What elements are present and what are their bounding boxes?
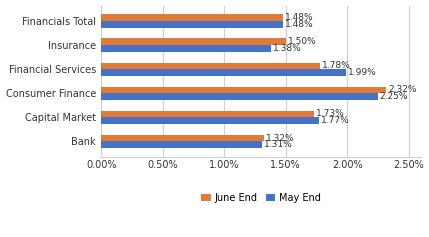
Text: 1.38%: 1.38% <box>273 44 302 53</box>
Bar <box>102 93 378 100</box>
Text: 2.25%: 2.25% <box>380 92 408 101</box>
Text: 1.31%: 1.31% <box>264 140 293 149</box>
Bar <box>102 21 283 28</box>
Text: 1.50%: 1.50% <box>287 37 316 46</box>
Bar <box>102 69 346 76</box>
Bar <box>102 14 283 21</box>
Text: 1.78%: 1.78% <box>322 61 351 70</box>
Text: 1.77%: 1.77% <box>321 116 350 125</box>
Bar <box>102 111 314 117</box>
Bar <box>102 45 271 52</box>
Text: 1.48%: 1.48% <box>285 13 314 22</box>
Legend: June End, May End: June End, May End <box>197 189 325 207</box>
Bar <box>102 135 264 141</box>
Bar <box>102 87 387 93</box>
Text: 1.73%: 1.73% <box>316 109 344 118</box>
Bar <box>102 141 263 148</box>
Bar <box>102 38 286 45</box>
Text: 1.99%: 1.99% <box>348 68 377 77</box>
Bar <box>102 63 320 69</box>
Text: 1.48%: 1.48% <box>285 20 314 29</box>
Text: 2.32%: 2.32% <box>388 85 417 94</box>
Bar <box>102 117 319 124</box>
Text: 1.32%: 1.32% <box>266 133 294 142</box>
